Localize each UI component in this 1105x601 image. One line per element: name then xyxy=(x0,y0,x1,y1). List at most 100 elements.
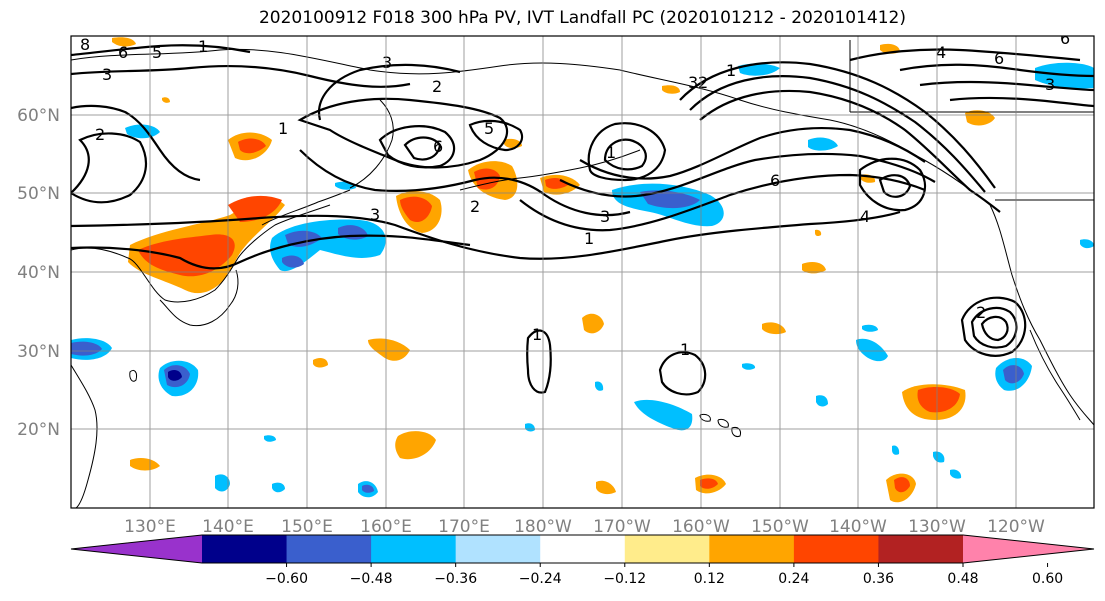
contour-line xyxy=(519,173,926,232)
coastline-taiwan xyxy=(129,369,137,382)
anomaly-blob xyxy=(362,484,374,493)
contour-line xyxy=(579,126,926,180)
anomaly-blob xyxy=(368,338,410,361)
contour-line xyxy=(71,234,471,270)
lon-label: 150°W xyxy=(751,517,809,537)
contour-label: 1 xyxy=(584,229,594,248)
contour-label: 4 xyxy=(936,43,946,62)
contour-line xyxy=(526,329,552,394)
colorbar-segment xyxy=(624,535,710,563)
contour-line xyxy=(960,296,1027,357)
lat-label: 20°N xyxy=(17,420,60,440)
longitude-labels: 130°E 140°E 150°E 160°E 170°E 180°W 170°… xyxy=(124,517,1045,537)
lon-label: 180°W xyxy=(514,517,572,537)
pv-contours xyxy=(71,44,1094,396)
anomaly-blob xyxy=(228,195,282,222)
anomaly-blob xyxy=(138,234,235,277)
anomaly-blob xyxy=(816,395,828,407)
colorbar-segment xyxy=(878,535,964,563)
colorbar-tick-label: −0.60 xyxy=(265,571,308,587)
contour-line xyxy=(689,75,986,193)
anomaly-blob xyxy=(215,474,230,492)
anomaly-blob xyxy=(1003,365,1024,384)
contour-line xyxy=(919,80,1094,92)
anomaly-blob xyxy=(595,381,604,391)
contour-line xyxy=(587,122,667,182)
anomaly-blob xyxy=(634,399,693,431)
contour-line xyxy=(878,174,912,198)
coastline-alaska xyxy=(619,69,991,206)
anomaly-blob xyxy=(742,363,756,370)
contour-label: 5 xyxy=(484,119,494,138)
lat-label: 30°N xyxy=(17,342,60,362)
contour-line xyxy=(299,149,631,217)
anomaly-blob xyxy=(933,451,945,463)
contour-line xyxy=(297,97,509,169)
colorbar-segment xyxy=(793,535,879,563)
latitude-labels: 60°N 50°N 40°N 30°N 20°N xyxy=(17,106,60,440)
anomaly-blob xyxy=(272,482,285,493)
state-border-canada-us xyxy=(849,40,1094,201)
anomaly-blob xyxy=(596,480,616,495)
graticule xyxy=(71,36,1094,508)
anomaly-blob xyxy=(856,338,888,362)
anomaly-blob xyxy=(395,431,436,460)
lon-label: 170°W xyxy=(593,517,651,537)
lat-label: 60°N xyxy=(17,106,60,126)
contour-label: 1 xyxy=(198,37,208,56)
lon-label: 140°W xyxy=(829,517,887,537)
contour-label: 1 xyxy=(278,119,288,138)
lon-label: 160°W xyxy=(672,517,730,537)
contour-line xyxy=(71,44,251,57)
anomaly-blob xyxy=(264,435,276,442)
contour-line xyxy=(71,64,411,88)
coastline-asia xyxy=(71,204,331,303)
contour-label: 3 xyxy=(102,65,112,84)
anomaly-blob xyxy=(815,229,822,237)
contour-label: 2 xyxy=(432,77,442,96)
anomaly-blob xyxy=(862,324,878,332)
anomaly-blob xyxy=(808,137,838,151)
contour-line xyxy=(949,96,1094,108)
contour-label: 3 xyxy=(1045,75,1055,94)
anomaly-blob xyxy=(582,313,604,334)
anomaly-blob xyxy=(112,37,136,47)
map-title: 2020100912 F018 300 hPa PV, IVT Landfall… xyxy=(258,8,906,28)
colorbar-segment xyxy=(540,535,626,563)
anomaly-blob xyxy=(125,124,160,139)
lon-label: 150°E xyxy=(281,517,333,537)
coastline-kamchatka xyxy=(349,99,394,189)
contour-label: 6 xyxy=(994,49,1004,68)
anomaly-blob xyxy=(802,262,826,274)
contour-line xyxy=(403,136,442,161)
contour-label: 2 xyxy=(698,73,708,92)
coastline-aleutians xyxy=(459,149,641,191)
coastline-baja xyxy=(1029,329,1081,421)
contour-label: 2 xyxy=(95,125,105,144)
lon-label: 160°E xyxy=(360,517,412,537)
coastline-korea-japan xyxy=(159,269,239,327)
anomaly-blob xyxy=(700,478,718,489)
anomaly-blob xyxy=(400,196,432,223)
anomaly-blob xyxy=(917,386,960,413)
contour-line xyxy=(71,210,901,260)
colorbar-tick-label: −0.36 xyxy=(434,571,477,587)
anomaly-blob xyxy=(950,469,962,479)
contour-label: 3 xyxy=(370,205,380,224)
map-border xyxy=(70,35,1095,509)
contour-label: 2 xyxy=(470,197,480,216)
anomaly-blob xyxy=(238,138,266,154)
colorbar-tick-label: 0.12 xyxy=(694,571,725,587)
colorbar-segment xyxy=(709,535,795,563)
lon-label: 120°W xyxy=(987,517,1045,537)
contour-line xyxy=(378,125,456,169)
colorbar-extend-low xyxy=(71,535,202,563)
anomaly-blob xyxy=(71,341,102,356)
contour-label: 6 xyxy=(1060,29,1070,48)
lat-label: 40°N xyxy=(17,263,60,283)
contour-label: 1 xyxy=(726,61,736,80)
anomaly-blob xyxy=(313,357,328,368)
coastline-north-america xyxy=(989,204,1094,426)
contour-line xyxy=(71,104,201,182)
